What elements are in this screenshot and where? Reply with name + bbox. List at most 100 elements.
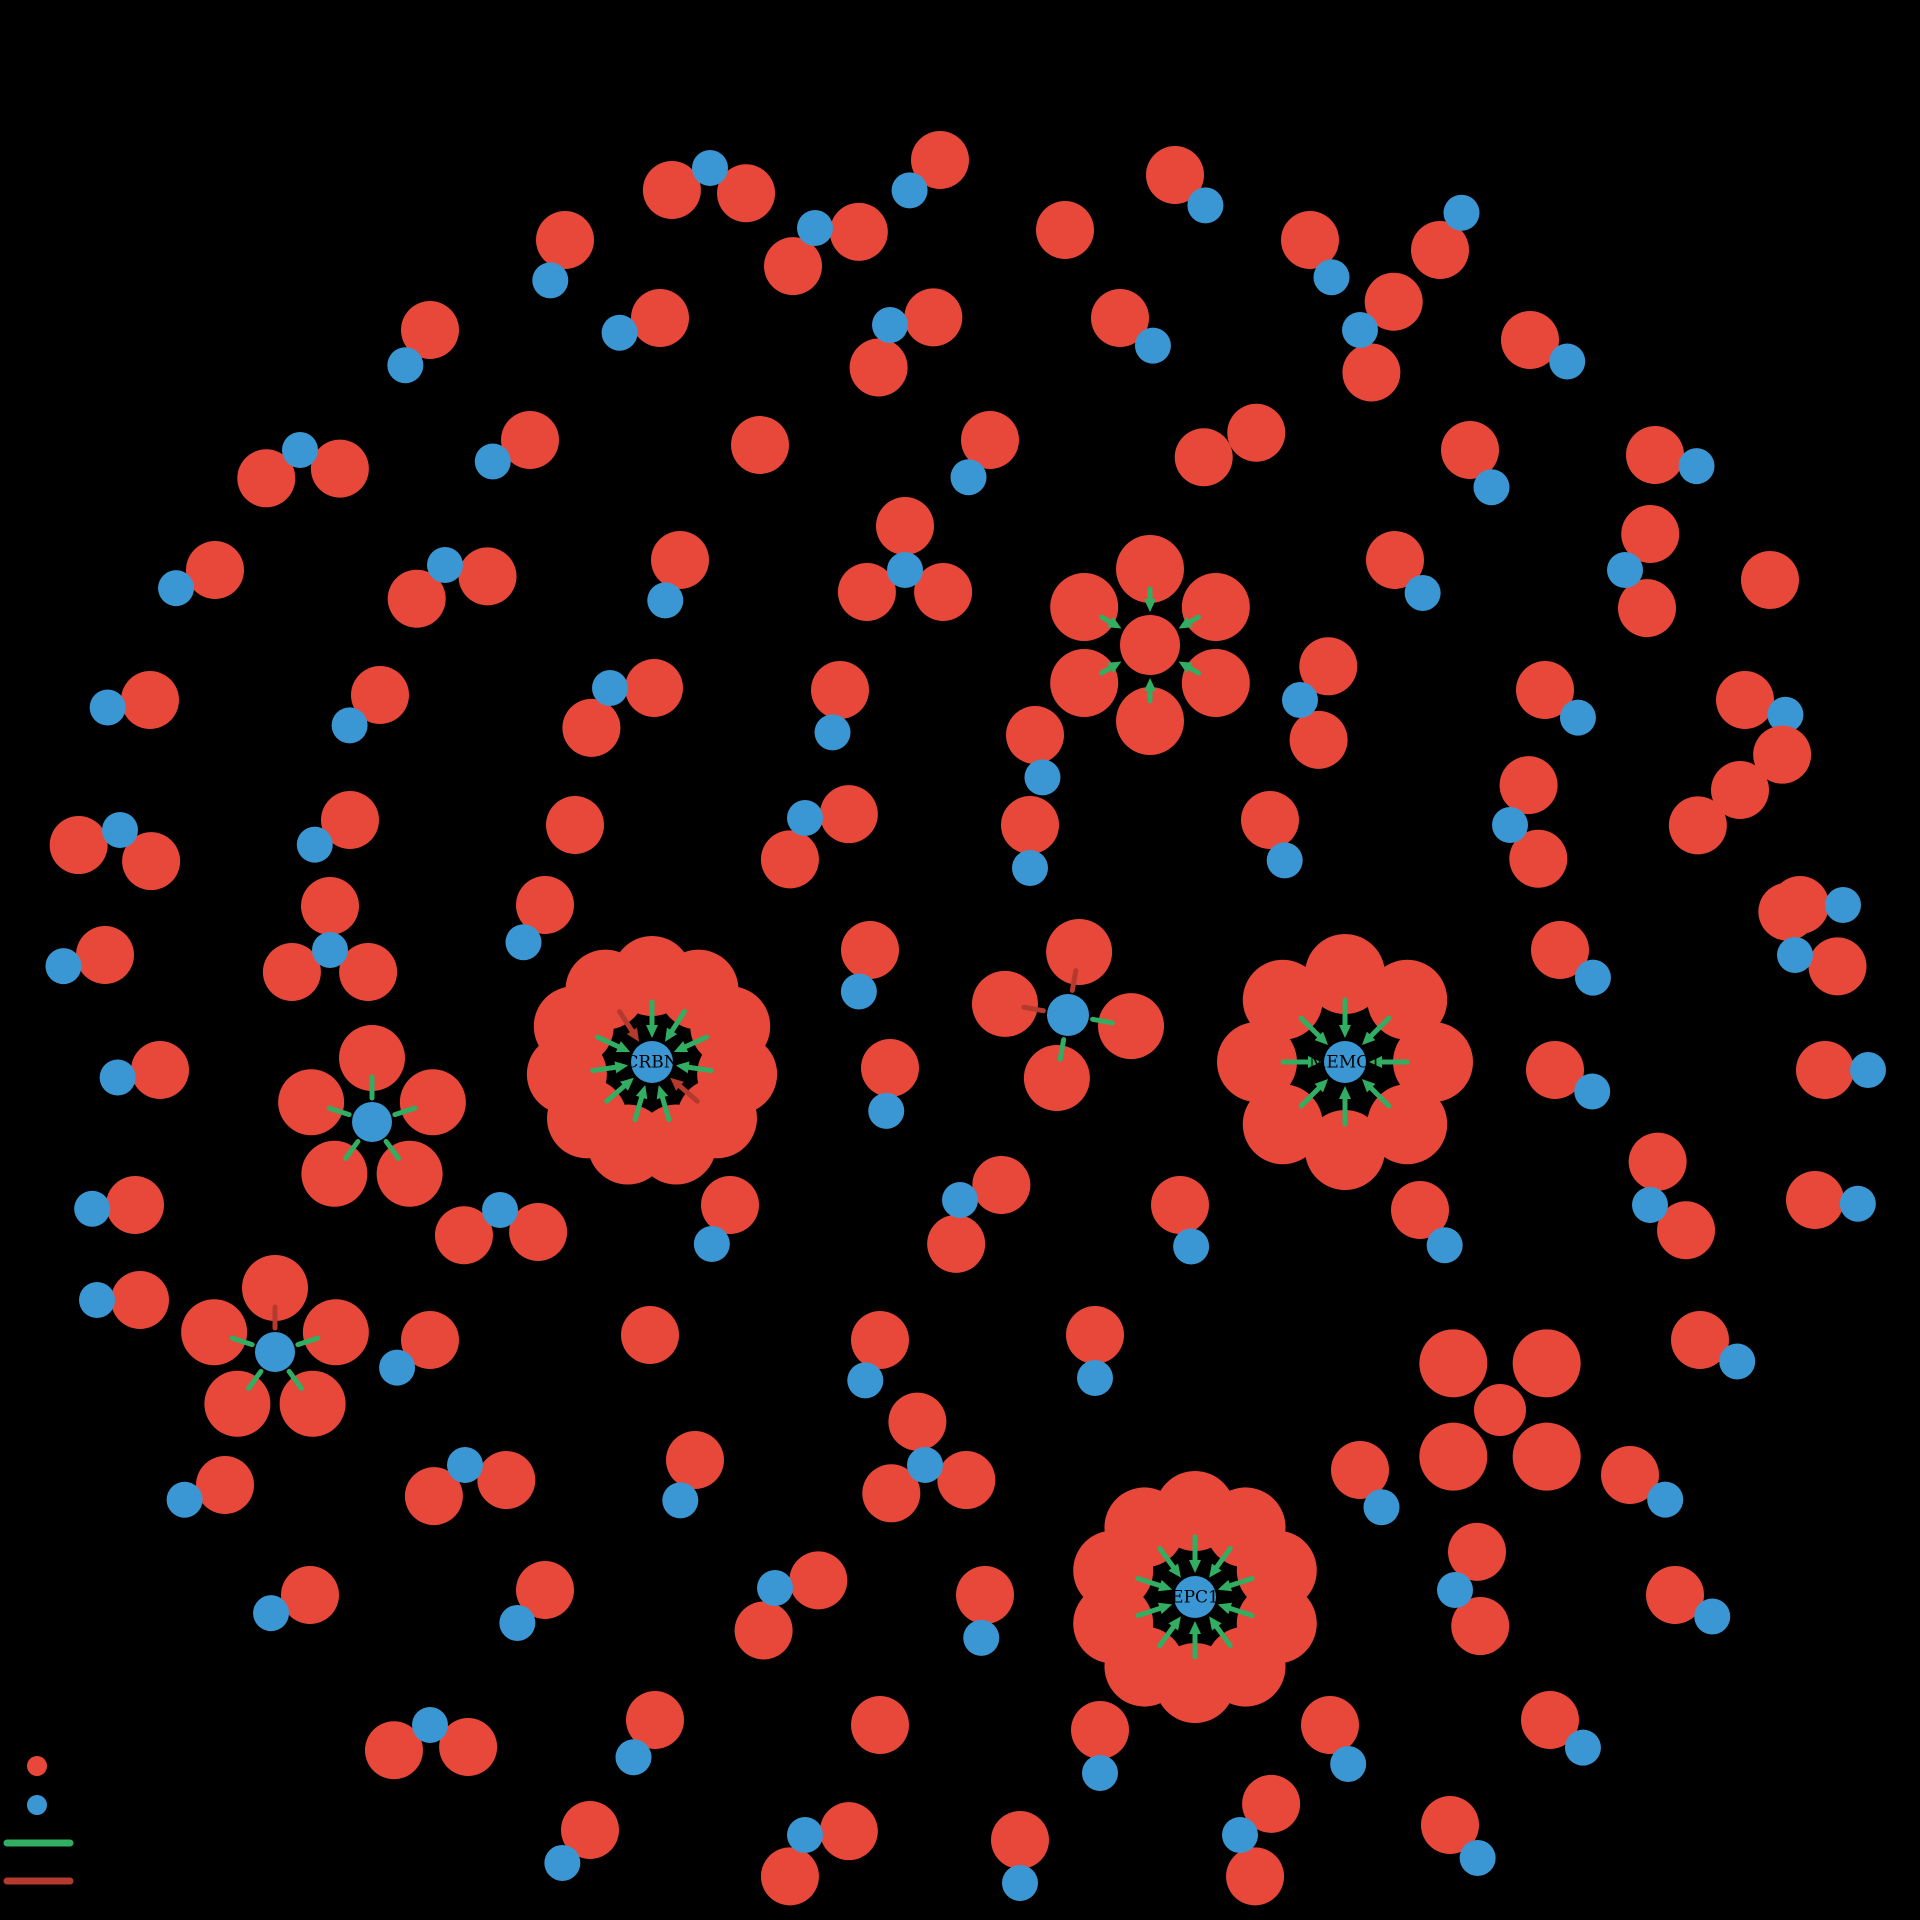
blue-node: [532, 262, 569, 299]
red-node: [351, 666, 409, 724]
blue-node: [942, 1182, 978, 1218]
blue-node: [1426, 1227, 1463, 1264]
blue-node: [312, 932, 348, 968]
edge-arrowhead-icon: [656, 1085, 669, 1100]
red-node: [1618, 579, 1676, 638]
legend-node-swatch-0: [27, 1756, 47, 1776]
blue-node: [505, 924, 542, 961]
red-node: [237, 449, 296, 508]
hub-petal-red-node: [1181, 573, 1250, 641]
red-node: [339, 943, 398, 1001]
blue-node: [1564, 1729, 1601, 1766]
hub-petal-red-node: [1116, 535, 1184, 603]
blue-node: [1694, 1598, 1731, 1635]
blue-node: [1173, 1228, 1210, 1265]
edge-arrowhead-icon: [664, 1027, 678, 1042]
red-node: [972, 1155, 1031, 1214]
red-node: [301, 877, 359, 935]
hub-spoke-edge: [246, 1368, 264, 1391]
edge-arrowhead-icon: [646, 1025, 658, 1038]
blue-node: [1850, 1052, 1886, 1088]
blue-node: [499, 1604, 536, 1641]
red-node: [841, 921, 899, 979]
edge-arrowhead-icon: [1209, 1616, 1222, 1631]
edge-arrowhead-icon: [1189, 1560, 1201, 1573]
blue-node: [868, 1092, 905, 1129]
hub-spoke-edge: [1212, 1622, 1233, 1649]
edge-arrowhead-icon: [1361, 1078, 1376, 1093]
blue-node: [166, 1481, 203, 1518]
blue-node: [950, 459, 987, 496]
red-node: [401, 301, 459, 359]
red-node: [516, 876, 574, 934]
blue-node: [1437, 1572, 1473, 1608]
blue-node: [787, 800, 823, 836]
blue-node: [615, 1739, 652, 1776]
hub-spoke-edge: [1069, 968, 1079, 993]
hub-spoke-edge: [286, 1368, 304, 1391]
blue-node: [1473, 469, 1510, 506]
arrow-layer: [229, 586, 1410, 1660]
red-node: [734, 1601, 793, 1660]
red-node: [516, 1561, 574, 1619]
edge-arrowhead-icon: [1209, 1563, 1222, 1578]
red-node: [1509, 829, 1568, 888]
red-node: [1226, 1847, 1285, 1906]
blue-node: [1767, 696, 1804, 733]
hub-petal-red-node: [242, 1255, 308, 1321]
hub-petal-red-node: [204, 1370, 271, 1437]
edge-arrowhead-icon: [1314, 1078, 1329, 1093]
blue-node: [1559, 699, 1596, 736]
hub-spoke-edge: [604, 1081, 629, 1104]
blue-node: [447, 1447, 483, 1483]
red-node: [1391, 1181, 1449, 1239]
red-node: [1364, 272, 1423, 331]
edge-arrowhead-icon: [635, 1085, 648, 1100]
blue-node: [887, 552, 923, 588]
edge-arrowhead-icon: [1107, 616, 1122, 629]
hub-petal-red-node: [399, 1069, 466, 1136]
edge-arrowhead-icon: [673, 1041, 689, 1053]
red-node: [625, 659, 683, 717]
red-node: [1716, 671, 1774, 729]
red-node: [1036, 201, 1094, 259]
edge-arrowhead-icon: [1217, 1579, 1233, 1592]
red-node: [1241, 791, 1299, 849]
red-node: [477, 1451, 536, 1510]
red-node: [1601, 1446, 1659, 1504]
hub-spoke-edge: [632, 1092, 645, 1123]
red-node: [904, 288, 963, 347]
blue-node: [1363, 1489, 1400, 1526]
blue-node: [1134, 327, 1171, 364]
hub-spoke-edge: [343, 1138, 361, 1161]
blue-node: [379, 1349, 416, 1386]
blue-node: [331, 707, 368, 744]
red-node: [1657, 1201, 1716, 1260]
blue-node: [1077, 1360, 1113, 1396]
edge-arrowhead-icon: [1339, 1025, 1351, 1038]
blue-node: [1839, 1185, 1876, 1222]
blue-node: [1719, 1343, 1756, 1380]
hub-petal-red-node: [1098, 993, 1165, 1060]
edge-arrowhead-icon: [1178, 661, 1193, 674]
edge-arrowhead-icon: [1157, 1579, 1173, 1592]
hub-petal-red-node: [339, 1025, 405, 1091]
blue-node: [907, 1447, 943, 1483]
red-node: [1499, 756, 1558, 815]
red-node: [1516, 661, 1574, 719]
edge-arrowhead-icon: [1144, 599, 1156, 612]
hub-label: CRBN: [625, 1053, 678, 1073]
blue-node: [1459, 1839, 1496, 1876]
red-node: [1628, 1132, 1687, 1191]
blue-node: [1632, 1187, 1668, 1223]
blue-node: [79, 1282, 115, 1318]
hub-spoke-edge: [1298, 1083, 1324, 1109]
hub-spoke-edge: [295, 1335, 321, 1348]
hub-petal-red-node: [1512, 1422, 1581, 1491]
red-node: [626, 1691, 684, 1749]
blue-node: [158, 570, 195, 607]
red-node: [1531, 921, 1589, 979]
red-node: [1526, 1041, 1584, 1099]
hub-petal-red-node: [1023, 1045, 1090, 1112]
red-node: [731, 416, 789, 474]
